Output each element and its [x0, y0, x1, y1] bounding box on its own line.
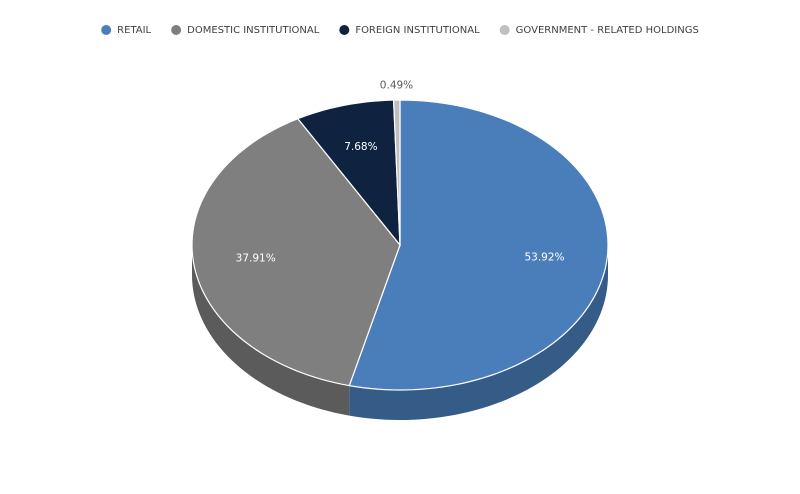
legend-label: FOREIGN INSTITUTIONAL — [355, 25, 480, 36]
pie-slice — [191, 117, 401, 387]
legend-label: GOVERNMENT - RELATED HOLDINGS — [516, 25, 699, 36]
legend-label: DOMESTIC INSTITUTIONAL — [187, 25, 320, 36]
data-label: 53.92% — [524, 251, 564, 263]
legend-label: RETAIL — [117, 25, 151, 36]
slice-side — [349, 245, 608, 420]
pie-slice — [296, 99, 401, 247]
legend-marker — [171, 25, 182, 35]
data-label: 7.68% — [344, 141, 377, 153]
data-label: 0.49% — [380, 80, 413, 92]
legend-marker — [101, 25, 112, 35]
pie-slice — [392, 99, 401, 246]
legend-marker — [499, 25, 510, 35]
data-label: 37.91% — [236, 253, 276, 265]
pie-slice — [348, 99, 609, 391]
slice-side — [192, 245, 350, 416]
legend-marker — [339, 25, 350, 35]
